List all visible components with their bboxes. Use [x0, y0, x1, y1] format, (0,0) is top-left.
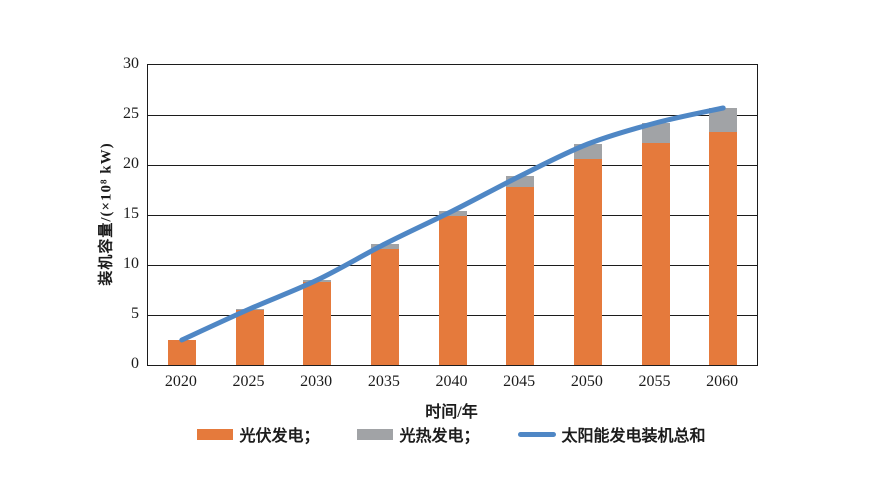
- y-tick-15: 15: [123, 205, 139, 222]
- bar-pv-2060: [709, 132, 738, 365]
- legend-item-pv: 光伏发电；: [197, 422, 319, 446]
- bar-pv-2030: [303, 282, 332, 365]
- y-tick-25: 25: [123, 105, 139, 122]
- y-tick-0: 0: [131, 355, 139, 372]
- bar-pv-2025: [235, 310, 264, 365]
- bar-pv-2020: [167, 340, 196, 365]
- legend-item-total: 太阳能发电装机总和: [517, 422, 706, 446]
- legend-label: 太阳能发电装机总和: [561, 428, 706, 445]
- bar-csp-2055: [641, 123, 670, 143]
- total-line: [179, 105, 726, 343]
- plot-area: [147, 64, 758, 366]
- bar-swatch-icon: [197, 428, 234, 440]
- gridline-y-25: [148, 115, 757, 116]
- legend-item-csp: 光热发电；: [357, 422, 480, 446]
- bar-pv-2035: [370, 249, 399, 365]
- y-tick-20: 20: [123, 155, 139, 172]
- legend-label: 光热发电；: [399, 428, 480, 445]
- x-tick-2040: 2040: [435, 373, 468, 390]
- y-tick-5: 5: [131, 305, 139, 322]
- x-tick-2030: 2030: [300, 373, 333, 390]
- x-axis-title: 时间/年: [425, 404, 478, 421]
- x-tick-2035: 2035: [367, 373, 400, 390]
- bar-pv-2050: [573, 159, 602, 365]
- legend-label: 光伏发电；: [239, 428, 320, 445]
- gridline-y-20: [148, 165, 757, 166]
- bar-pv-2045: [506, 187, 535, 365]
- x-tick-2060: 2060: [706, 373, 739, 390]
- line-swatch-icon: [517, 431, 556, 437]
- x-tick-2055: 2055: [638, 373, 671, 390]
- x-tick-2025: 2025: [232, 373, 265, 390]
- x-tick-2050: 2050: [570, 373, 603, 390]
- bar-pv-2040: [438, 216, 467, 365]
- bar-csp-2045: [506, 176, 535, 187]
- y-tick-30: 30: [123, 55, 139, 72]
- bar-swatch-icon: [357, 428, 394, 440]
- y-tick-10: 10: [123, 255, 139, 272]
- chart-legend: 光伏发电； 光热发电； 太阳能发电装机总和: [147, 422, 756, 446]
- bar-pv-2055: [641, 143, 670, 365]
- x-tick-2020: 2020: [164, 373, 197, 390]
- x-tick-2045: 2045: [503, 373, 536, 390]
